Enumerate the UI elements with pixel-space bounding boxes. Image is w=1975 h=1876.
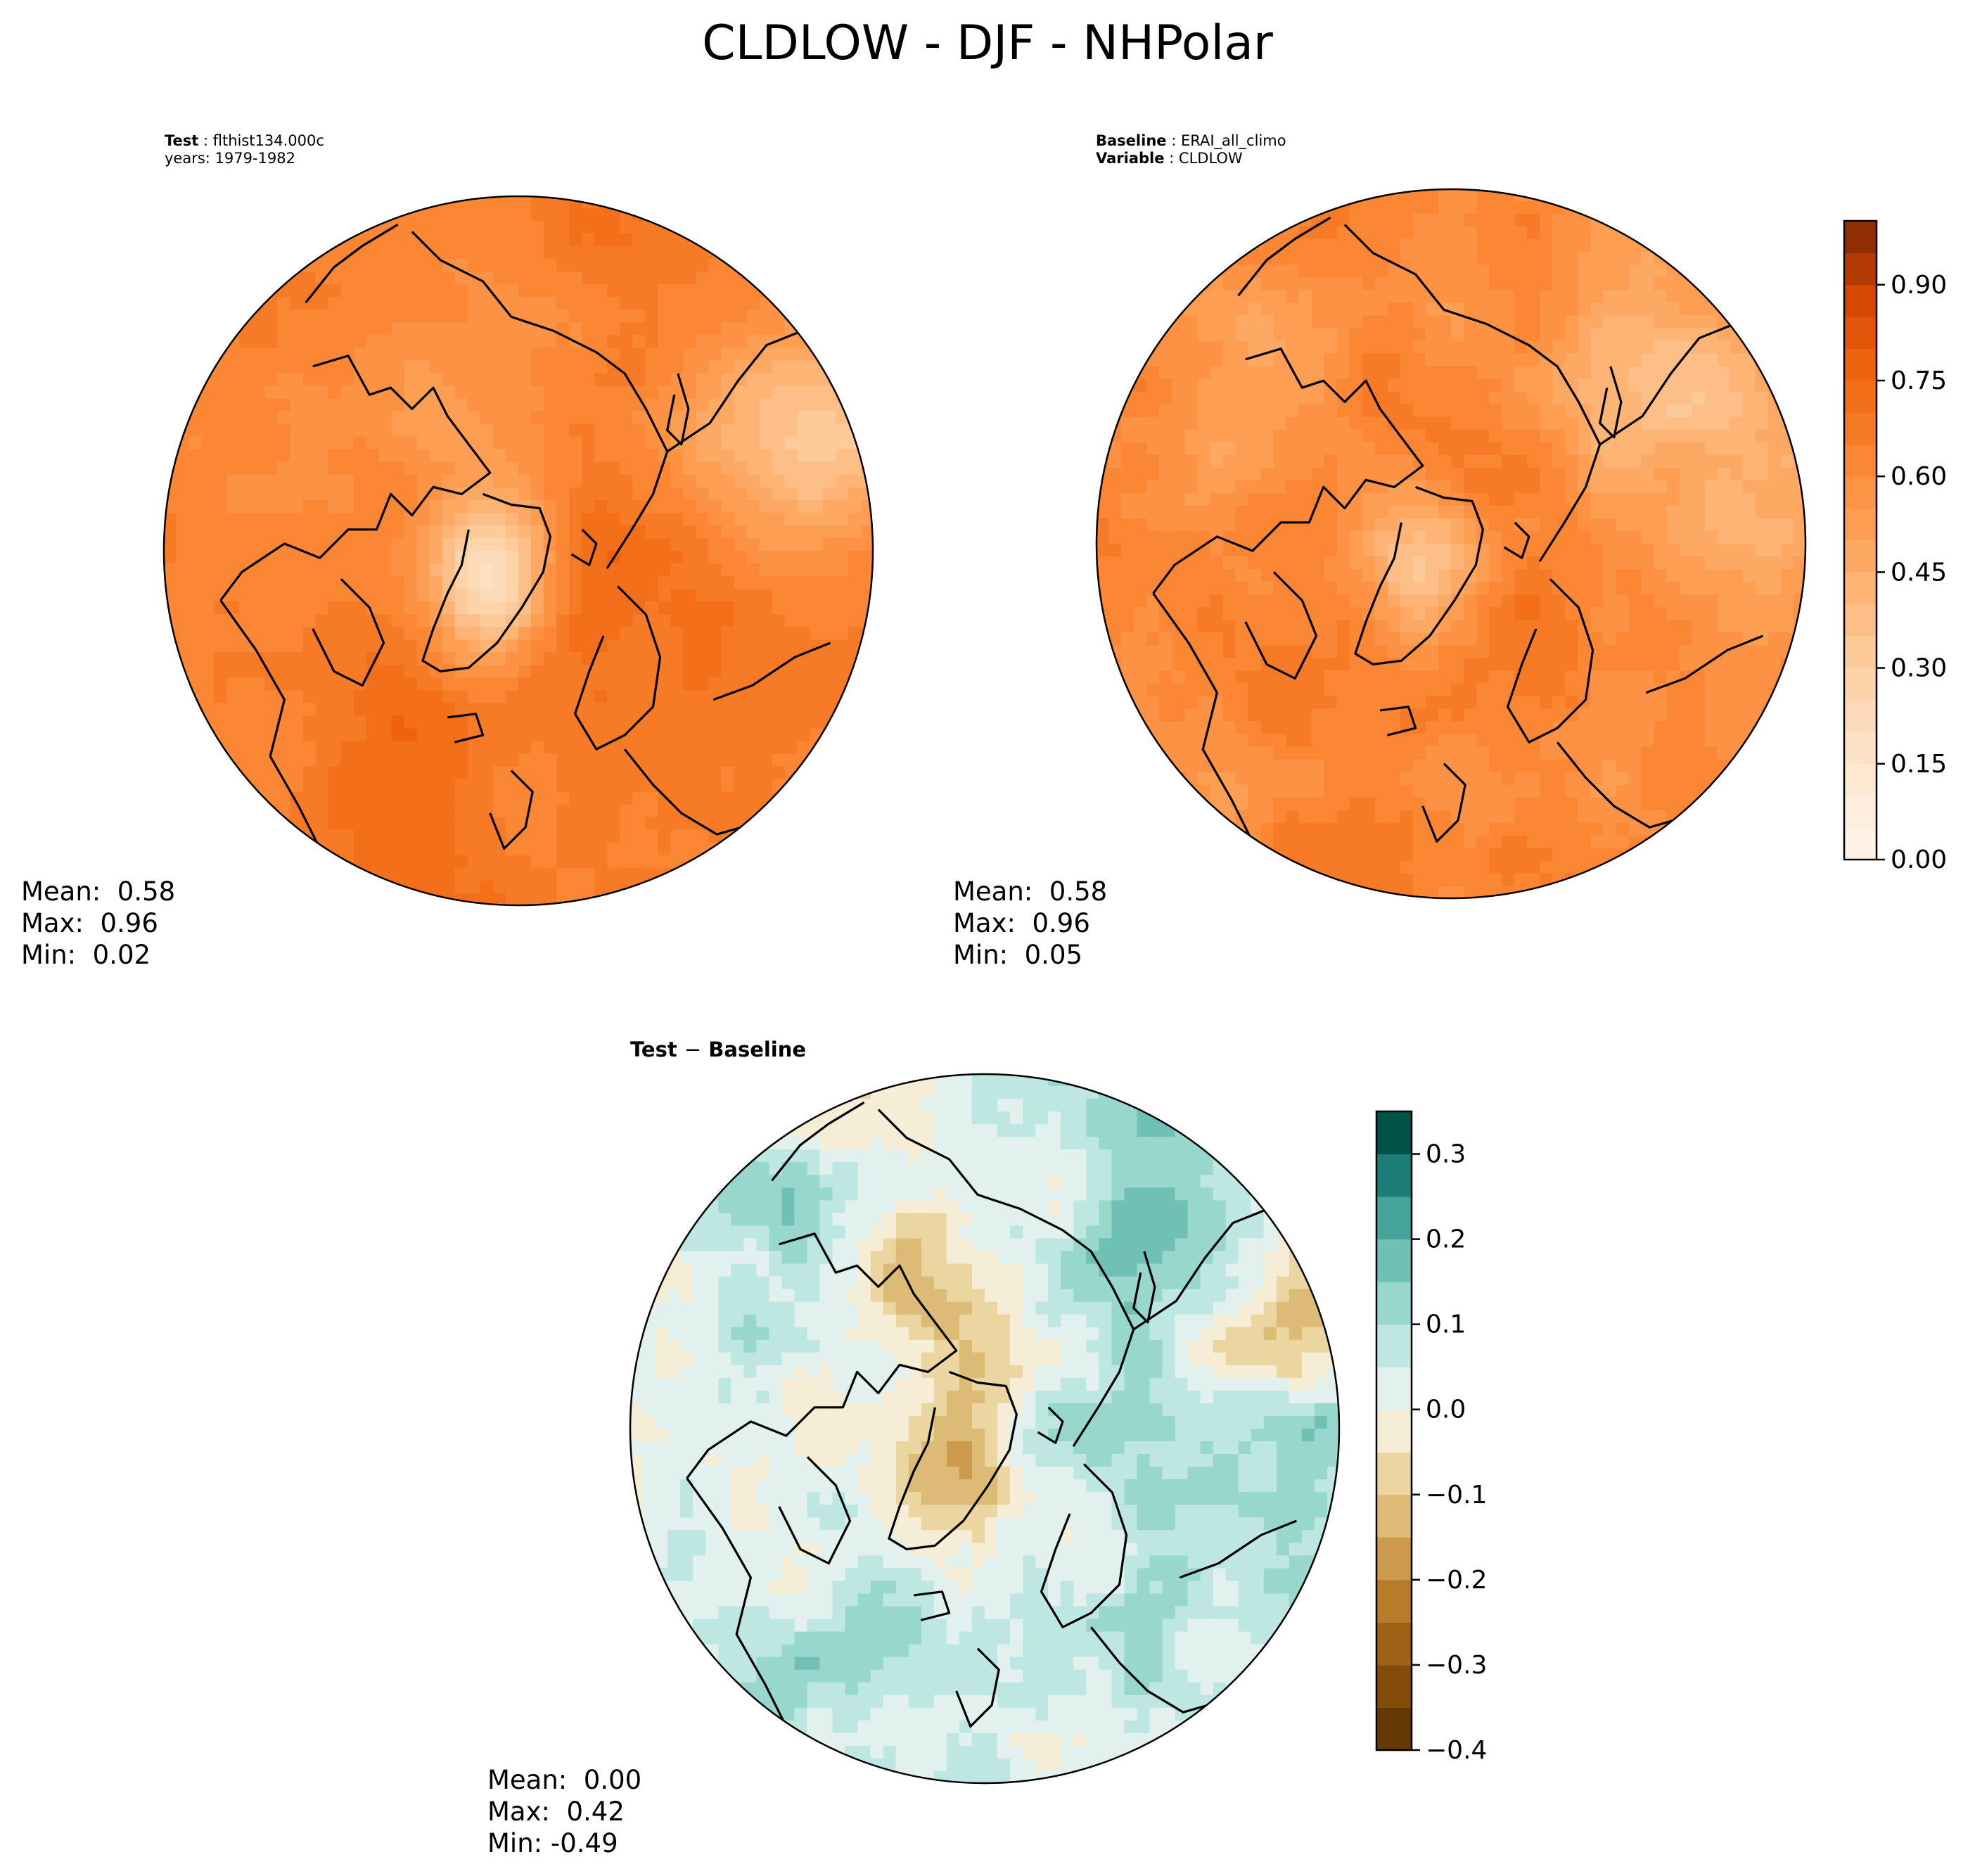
variable-key: Variable <box>1096 150 1165 167</box>
baseline-polar-map <box>1095 188 1807 900</box>
colorbar-tick-label: 0.1 <box>1426 1310 1466 1339</box>
data-field <box>164 196 873 905</box>
diff-max: Max: 0.42 <box>487 1797 625 1827</box>
colorbar-tick-label: 0.0 <box>1426 1396 1466 1424</box>
diff-stats: Mean: 0.00 Max: 0.42 Min: -0.49 <box>487 1764 641 1859</box>
test-label: Test : flthist134.000c years: 1979-1982 <box>165 132 324 167</box>
colorbar-segment <box>1844 668 1877 701</box>
colorbar-frame <box>1843 219 1878 861</box>
diff-title: Test − Baseline <box>630 1038 806 1061</box>
colorbar-tick-label: −0.2 <box>1426 1566 1487 1595</box>
colorbar-segment <box>1376 1537 1412 1581</box>
colorbar-segment <box>1376 1154 1412 1197</box>
baseline-min: Min: 0.05 <box>953 940 1083 970</box>
colorbar-segment <box>1844 732 1877 765</box>
colorbar-tick-label: −0.1 <box>1426 1481 1487 1510</box>
colorbar-segment <box>1844 763 1877 796</box>
colorbar-segment <box>1844 636 1877 669</box>
test-max: Max: 0.96 <box>21 908 158 938</box>
test-years: years: 1979-1982 <box>165 150 296 167</box>
variable-name: CLDLOW <box>1178 150 1243 167</box>
colorbar-tick-label: 0.90 <box>1891 271 1947 300</box>
main-colorbar: 0.00 0.15 0.30 0.45 0.60 0.75 0.90 <box>1843 219 1947 874</box>
colorbar-segment <box>1844 827 1877 860</box>
colorbar-tick-label: 0.00 <box>1891 846 1947 874</box>
colorbar-tick-label: 0.75 <box>1891 366 1947 395</box>
colorbar-segment <box>1376 1664 1412 1708</box>
colorbar-segment <box>1844 476 1877 509</box>
colorbar-segment <box>1844 412 1877 445</box>
colorbar-segment <box>1844 700 1877 732</box>
colorbar-segment <box>1844 253 1877 286</box>
figure-title: CLDLOW - DJF - NHPolar <box>702 15 1273 71</box>
coastlines <box>1152 216 1764 850</box>
data-field <box>1097 189 1805 898</box>
coastlines <box>219 223 831 857</box>
colorbar-segment <box>1844 604 1877 637</box>
data-field <box>630 1074 1339 1783</box>
colorbar-segment <box>1376 1282 1412 1325</box>
diff-min: Min: -0.49 <box>487 1828 618 1858</box>
colorbar-segment <box>1844 284 1877 317</box>
baseline-case-name: ERAI_all_climo <box>1180 132 1286 149</box>
diff-colorbar: −0.4 −0.3 −0.2 −0.1 0.0 0.1 0.2 0.3 <box>1375 1110 1487 1765</box>
test-case-name: flthist134.000c <box>212 132 324 149</box>
test-min: Min: 0.02 <box>21 940 151 970</box>
map-boundary <box>1095 188 1807 900</box>
colorbar-tick-label: 0.45 <box>1891 558 1947 587</box>
colorbar-tick-label: 0.2 <box>1426 1225 1466 1254</box>
colorbar-segment <box>1376 1239 1412 1282</box>
colorbar-tick-label: 0.60 <box>1891 462 1947 491</box>
difference-polar-map <box>629 1073 1341 1785</box>
diff-title-baseline: Baseline <box>708 1038 807 1061</box>
test-key: Test <box>165 132 199 149</box>
map-boundary <box>162 195 874 907</box>
diff-title-test: Test <box>630 1038 677 1061</box>
test-mean: Mean: 0.58 <box>21 876 176 907</box>
colorbar-segment <box>1376 1197 1412 1240</box>
baseline-stats: Mean: 0.58 Max: 0.96 Min: 0.05 <box>953 876 1107 971</box>
colorbar-segment <box>1376 1707 1412 1751</box>
colorbar-segment <box>1376 1579 1412 1623</box>
colorbar-segment <box>1376 1111 1412 1155</box>
diff-title-minus: − <box>684 1038 702 1061</box>
colorbar-segment <box>1844 572 1877 605</box>
colorbar-frame <box>1375 1110 1413 1751</box>
colorbar-segment <box>1376 1494 1412 1538</box>
colorbar-tick-label: 0.15 <box>1891 750 1947 779</box>
colorbar-tick-label: −0.4 <box>1426 1736 1487 1765</box>
test-polar-map <box>162 195 874 907</box>
map-boundary <box>629 1073 1341 1785</box>
baseline-max: Max: 0.96 <box>953 908 1090 938</box>
colorbar-segment <box>1376 1622 1412 1666</box>
baseline-label: Baseline : ERAI_all_climo Variable : CLD… <box>1096 132 1286 167</box>
colorbar-segment <box>1844 540 1877 573</box>
colorbar-tick-label: 0.3 <box>1426 1140 1466 1169</box>
colorbar-segment <box>1844 348 1877 381</box>
coastlines <box>686 1101 1298 1735</box>
colorbar-segment <box>1844 796 1877 829</box>
colorbar-segment <box>1844 317 1877 350</box>
test-stats: Mean: 0.58 Max: 0.96 Min: 0.02 <box>21 876 175 971</box>
colorbar-segment <box>1844 444 1877 477</box>
colorbar-tick-label: −0.3 <box>1426 1651 1487 1680</box>
colorbar-tick-label: 0.30 <box>1891 654 1947 683</box>
colorbar-segment <box>1376 1324 1412 1367</box>
colorbar-segment <box>1376 1409 1412 1453</box>
baseline-mean: Mean: 0.58 <box>953 876 1108 907</box>
colorbar-segment <box>1376 1367 1412 1410</box>
colorbar-segment <box>1844 381 1877 413</box>
colorbar-segment <box>1376 1452 1412 1495</box>
diff-mean: Mean: 0.00 <box>487 1765 642 1795</box>
colorbar-segment <box>1844 221 1877 253</box>
baseline-key: Baseline <box>1096 132 1167 149</box>
colorbar-segment <box>1844 508 1877 541</box>
